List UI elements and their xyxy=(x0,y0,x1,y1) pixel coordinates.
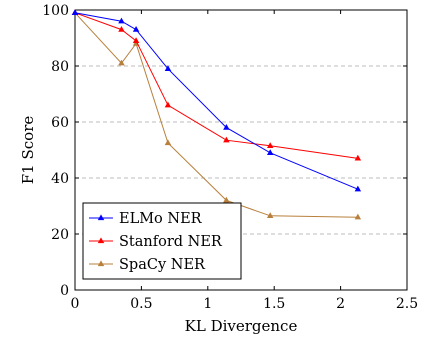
series-line xyxy=(74,12,358,159)
y-tick-label: 0 xyxy=(60,283,69,299)
legend: ELMo NER Stanford NER SpaCy NER xyxy=(82,202,242,280)
x-tick-label: 2.5 xyxy=(396,296,418,312)
y-tick-label: 80 xyxy=(51,59,69,75)
x-tick-label: 0.5 xyxy=(130,296,152,312)
legend-label: SpaCy NER xyxy=(119,257,206,273)
series-layer xyxy=(71,9,362,220)
x-tick-label: 0 xyxy=(71,296,80,312)
legend-entry: SpaCy NER xyxy=(89,257,206,273)
x-tick-label: 1.5 xyxy=(263,296,285,312)
legend-marker xyxy=(97,237,105,244)
data-point xyxy=(354,154,362,161)
y-tick-label: 40 xyxy=(51,171,69,187)
data-point xyxy=(118,26,125,32)
data-point xyxy=(223,124,230,130)
data-point xyxy=(164,101,172,108)
legend-entry: Stanford NER xyxy=(89,234,223,250)
data-point xyxy=(266,149,274,155)
axes xyxy=(74,9,408,291)
data-point xyxy=(132,37,140,43)
x-axis-label: KL Divergence xyxy=(185,317,298,335)
data-point xyxy=(354,185,362,192)
x-tick-label: 2 xyxy=(336,296,345,312)
x-axis-ticks: 0 0.5 1 1.5 2 2.5 xyxy=(71,10,418,312)
plot-frame xyxy=(74,9,408,291)
legend-label: Stanford NER xyxy=(119,234,223,250)
series-elmo-ner xyxy=(71,9,362,192)
series-stanford-ner xyxy=(71,9,362,161)
series-spacy-ner xyxy=(71,9,362,220)
data-point xyxy=(266,142,274,148)
data-point xyxy=(118,59,125,66)
grid-lines xyxy=(75,65,407,235)
data-point xyxy=(164,65,172,71)
data-point xyxy=(223,196,230,203)
legend-marker xyxy=(97,260,105,267)
y-tick-label: 100 xyxy=(42,3,69,19)
data-point xyxy=(118,17,125,24)
y-tick-label: 20 xyxy=(51,227,69,243)
data-point xyxy=(266,212,274,218)
y-tick-label: 60 xyxy=(51,115,69,131)
data-point xyxy=(71,9,79,15)
data-point xyxy=(132,26,140,32)
x-tick-label: 1 xyxy=(203,296,212,312)
legend-label: ELMo NER xyxy=(119,211,203,227)
data-point xyxy=(354,213,362,220)
y-axis-ticks: 0 20 40 60 80 100 xyxy=(42,3,407,299)
series-line xyxy=(74,12,358,218)
data-point xyxy=(164,139,172,146)
y-axis-label: F1 Score xyxy=(19,116,37,185)
legend-entry: ELMo NER xyxy=(89,211,203,227)
legend-marker xyxy=(97,214,105,221)
data-point xyxy=(223,136,230,143)
series-line xyxy=(74,12,359,190)
